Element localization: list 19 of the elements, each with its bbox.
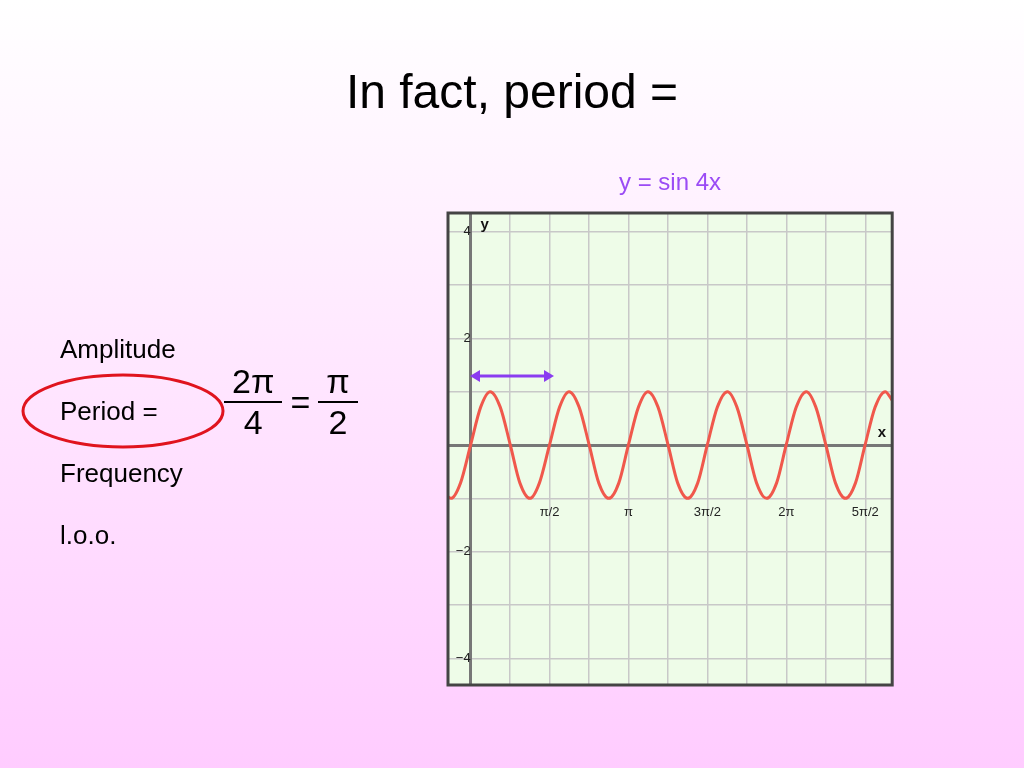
chart-title: In fact, period =	[344, 64, 680, 119]
text: Amplitude	[60, 334, 176, 365]
x-tick-label: π	[624, 504, 633, 520]
line-series	[448, 390, 893, 500]
text: l.o.o.	[60, 520, 117, 551]
text: π	[325, 362, 351, 401]
y-axis-title: y	[480, 215, 490, 232]
text: Frequency	[60, 458, 183, 489]
text: 2π	[231, 362, 276, 401]
text: Period =	[60, 396, 158, 427]
x-axis-title: x	[877, 423, 887, 440]
text: 4	[224, 401, 283, 442]
x-tick-label: 2π	[778, 504, 795, 520]
text: =	[290, 382, 311, 422]
x-tick-label: 3π/2	[693, 504, 721, 520]
chart-subtitle: y = sin 4x	[617, 168, 722, 196]
x-tick-label: 5π/2	[851, 504, 879, 520]
text: 2	[318, 401, 358, 442]
x-tick-label: π/2	[539, 504, 560, 520]
